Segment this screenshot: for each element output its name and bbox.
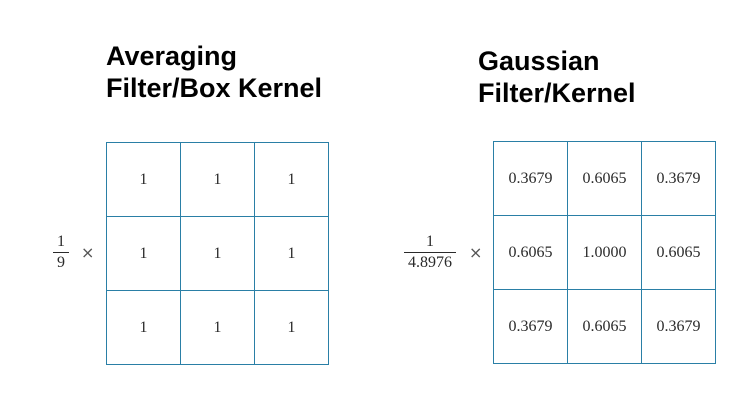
gaussian-filter-denominator: 4.8976 [408, 254, 452, 271]
kernel-row: 1 1 1 [106, 142, 329, 217]
kernel-cell: 1 [254, 290, 329, 365]
gaussian-filter-scale-fraction: 1 4.8976 [404, 233, 456, 272]
kernel-cell: 1 [254, 216, 329, 291]
kernel-cell: 0.3679 [641, 289, 716, 364]
kernel-cell: 1 [180, 216, 255, 291]
kernel-cell: 0.6065 [641, 215, 716, 290]
kernel-cell: 1 [254, 142, 329, 217]
box-filter-scale-fraction: 1 9 [53, 233, 69, 272]
kernel-row: 1 1 1 [106, 216, 329, 291]
kernel-cell: 0.6065 [567, 289, 642, 364]
kernel-cell: 0.6065 [493, 215, 568, 290]
box-filter-title: Averaging Filter/Box Kernel [106, 40, 322, 104]
kernel-cell: 1 [180, 142, 255, 217]
fraction-bar [404, 252, 456, 253]
kernel-cell: 0.3679 [493, 289, 568, 364]
kernel-row: 0.6065 1.0000 0.6065 [493, 215, 716, 290]
kernel-cell: 1 [106, 142, 181, 217]
box-kernel-grid: 1 1 1 1 1 1 1 1 1 [106, 142, 329, 365]
gaussian-kernel-grid: 0.3679 0.6065 0.3679 0.6065 1.0000 0.606… [493, 141, 716, 364]
kernel-row: 0.3679 0.6065 0.3679 [493, 141, 716, 216]
gaussian-filter-numerator: 1 [426, 233, 434, 250]
kernel-cell: 1 [106, 216, 181, 291]
box-filter-multiply-sign: × [81, 243, 95, 262]
kernel-row: 0.3679 0.6065 0.3679 [493, 289, 716, 364]
gaussian-filter-title-line2: Filter/Kernel [478, 78, 636, 108]
gaussian-filter-title-line1: Gaussian [478, 46, 600, 76]
gaussian-filter-multiply-sign: × [469, 243, 483, 262]
box-filter-numerator: 1 [57, 233, 65, 250]
kernel-row: 1 1 1 [106, 290, 329, 365]
kernel-cell: 0.3679 [493, 141, 568, 216]
box-filter-title-line1: Averaging [106, 41, 238, 71]
kernel-cell: 1 [180, 290, 255, 365]
box-filter-denominator: 9 [57, 254, 65, 271]
kernel-cell: 0.6065 [567, 141, 642, 216]
fraction-bar [53, 252, 69, 253]
kernel-cell: 1 [106, 290, 181, 365]
gaussian-filter-title: Gaussian Filter/Kernel [478, 45, 636, 109]
kernel-cell: 1.0000 [567, 215, 642, 290]
kernel-cell: 0.3679 [641, 141, 716, 216]
box-filter-title-line2: Filter/Box Kernel [106, 73, 323, 103]
